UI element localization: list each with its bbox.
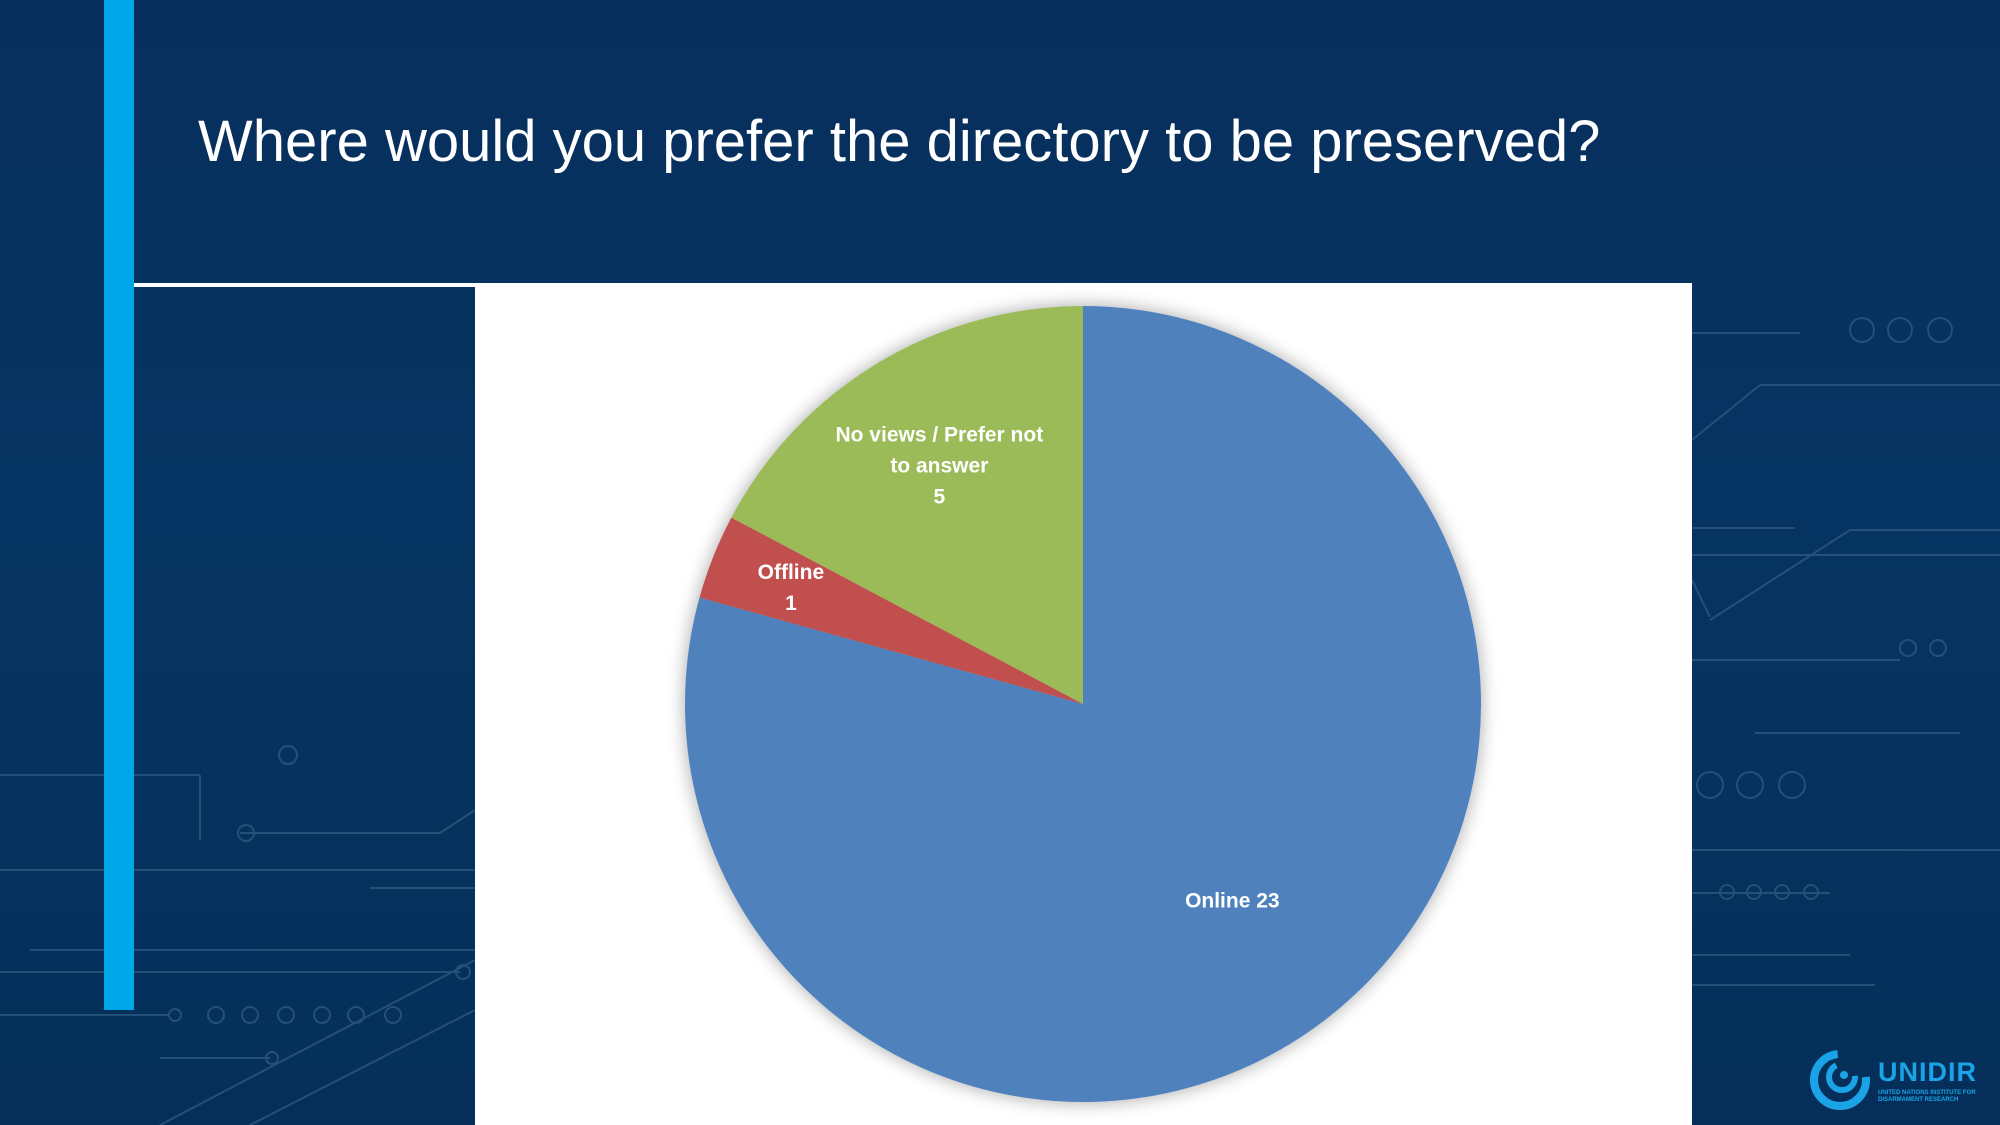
- pie-slice-offline: [699, 517, 1083, 704]
- accent-bar: [104, 0, 134, 1010]
- data-label-no-views-prefer-not-to-answer: No views / Prefer not to answer 5: [835, 423, 1043, 508]
- data-label-online: Online 23: [1185, 889, 1280, 912]
- unidir-logo-icon: [1810, 1050, 1870, 1110]
- pie-chart: Online 23 Offline 1No views / Prefer not to…: [684, 306, 1482, 1102]
- slide-title: Where would you prefer the directory to …: [198, 109, 1601, 174]
- title-divider: [134, 283, 738, 287]
- chart-panel: Online 23 Offline 1 No views / Prefer not to…: [475, 283, 1692, 1125]
- logo-wordmark: UNIDIR: [1878, 1057, 1977, 1087]
- logo-subtitle: UNITED NATIONS INSTITUTE FOR DISARMAMENT…: [1878, 1090, 1976, 1103]
- pie-slice-no-views-prefer-not-to-answer: [731, 306, 1083, 704]
- data-label-offline: Offline 1: [758, 561, 825, 615]
